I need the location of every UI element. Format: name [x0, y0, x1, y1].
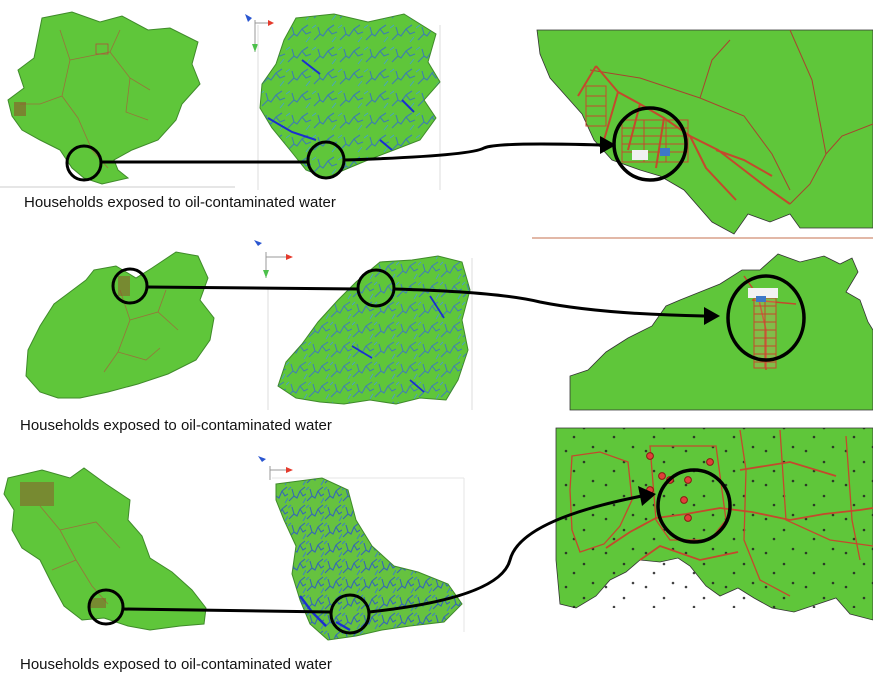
- highlight-circle: [656, 468, 732, 544]
- road-network: [103, 289, 179, 373]
- connector-arrow: [146, 285, 705, 318]
- watershed-shape: [277, 255, 471, 405]
- panel-3: Households exposed to oil-contaminated w…: [3, 427, 873, 673]
- arrowhead-icon: [638, 486, 656, 506]
- panel-1-caption: Households exposed to oil-contaminated w…: [24, 194, 336, 211]
- highlight-circle: [87, 588, 125, 626]
- major-river: [351, 295, 445, 393]
- north-arrow-icon: [254, 240, 293, 278]
- panel-2-river-map: [254, 240, 473, 410]
- panel-2-zoom-map: [569, 253, 873, 411]
- panel-2-highlight: [111, 267, 806, 362]
- panel-2-caption: Households exposed to oil-contaminated w…: [20, 417, 332, 434]
- connector-arrow: [101, 142, 601, 164]
- panel-3-caption: Households exposed to oil-contaminated w…: [20, 656, 332, 673]
- watershed-shape: [275, 477, 463, 641]
- north-arrow-icon: [245, 14, 274, 52]
- arrowhead-icon: [600, 136, 616, 154]
- north-arrow-icon: [258, 456, 293, 480]
- zoom-boundaries: [589, 29, 873, 205]
- district-shape: [3, 467, 207, 631]
- district-shape: [7, 11, 201, 185]
- panel-1-zoom-map: [532, 29, 873, 239]
- connector-arrow: [122, 494, 643, 614]
- households-exposed: [646, 452, 714, 522]
- road-network: [20, 29, 151, 169]
- panel-1-highlight: [65, 106, 688, 182]
- panel-3-left-map: [3, 467, 207, 631]
- arrowhead-icon: [704, 307, 720, 325]
- panel-3-zoom-map: [555, 427, 873, 621]
- zoom-roads: [605, 461, 873, 561]
- major-river: [267, 59, 415, 151]
- panel-2: Households exposed to oil-contaminated w…: [20, 240, 873, 434]
- highlight-circle: [726, 274, 806, 362]
- zoom-land: [569, 253, 873, 411]
- zoom-roads: [577, 65, 791, 205]
- panel-3-river-map: [258, 456, 465, 641]
- zoom-land: [536, 29, 873, 235]
- panel-1-river-map: [245, 13, 441, 190]
- highlight-circle: [329, 593, 371, 635]
- panel-1-left-map: [0, 11, 235, 188]
- watershed-shape: [259, 13, 441, 179]
- panel-1: Households exposed to oil-contaminated w…: [0, 11, 873, 239]
- highlight-circle: [111, 267, 149, 305]
- panel-3-highlight: [87, 468, 732, 635]
